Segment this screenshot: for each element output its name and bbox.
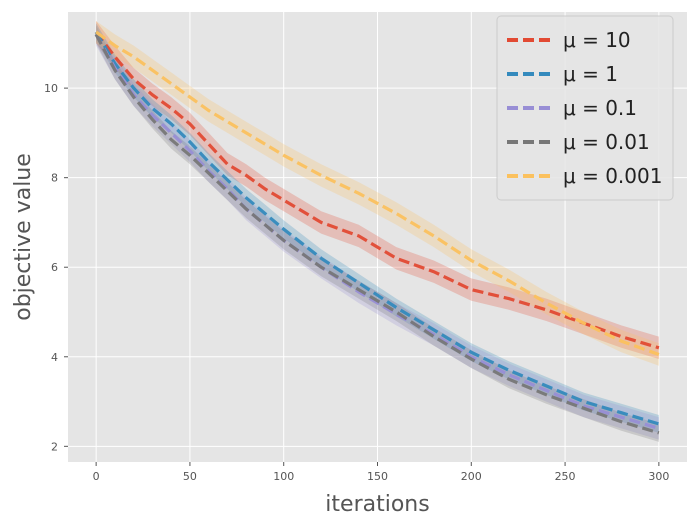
x-tick-label: 100 <box>273 470 294 483</box>
series-lines <box>94 30 660 435</box>
legend-label-0: μ = 10 <box>563 28 631 52</box>
series-line-4 <box>95 30 660 357</box>
x-tick-label: 50 <box>183 470 197 483</box>
x-tick-label: 150 <box>367 470 388 483</box>
legend: μ = 10 μ = 1 μ = 0.1 μ = 0.01 μ = 0.001 <box>496 15 674 201</box>
x-tick-label: 200 <box>461 470 482 483</box>
legend-label-4: μ = 0.001 <box>563 164 662 188</box>
y-axis-label: objective value <box>11 153 36 321</box>
series-band-0 <box>96 21 659 359</box>
series-line-3 <box>94 33 660 435</box>
series-band-4 <box>96 21 659 366</box>
legend-label-1: μ = 1 <box>563 62 618 86</box>
y-tick-label: 2 <box>51 440 58 453</box>
x-tick-label: 0 <box>93 470 100 483</box>
x-axis-label: iterations <box>325 492 429 517</box>
legend-label-2: μ = 0.1 <box>563 96 637 120</box>
series-line-1 <box>94 31 660 426</box>
y-tick-label: 4 <box>51 351 58 364</box>
x-tick-label: 250 <box>555 470 576 483</box>
y-tick-label: 10 <box>44 82 58 95</box>
axis-ticks: 0 50 100 150 200 250 300 2 4 6 8 10 <box>44 82 669 483</box>
y-tick-label: 6 <box>51 261 58 274</box>
legend-label-3: μ = 0.01 <box>563 130 650 154</box>
x-tick-label: 300 <box>648 470 669 483</box>
confidence-bands <box>96 21 659 442</box>
y-tick-label: 8 <box>51 172 58 185</box>
legend-box <box>496 15 674 201</box>
